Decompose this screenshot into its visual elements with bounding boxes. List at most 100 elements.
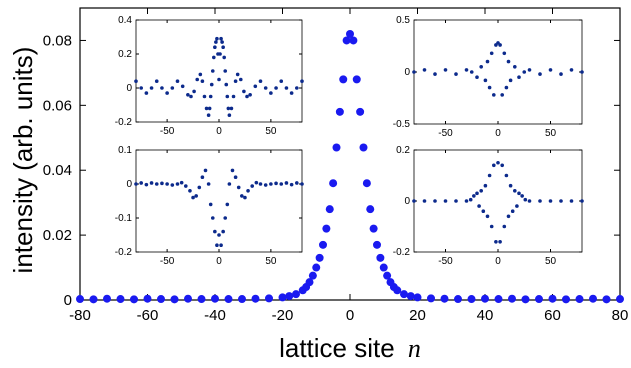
main-data-point <box>376 253 385 262</box>
main-data-point <box>292 290 300 299</box>
inset-bl-data-point <box>165 182 169 186</box>
inset-tr-y-tick-label: 0 <box>404 67 410 78</box>
inset-tr-data-point <box>527 68 532 72</box>
main-data-point <box>369 224 378 233</box>
inset-bl-data-point <box>284 181 289 185</box>
inset-bl-data-point <box>188 189 192 193</box>
main-data-point <box>170 295 179 304</box>
inset-br-data-point <box>475 191 479 196</box>
inset-br-y-tick-label: 0 <box>404 196 410 207</box>
main-data-point <box>103 294 111 303</box>
inset-bl-data-point <box>250 184 254 188</box>
inset-tl-data-point <box>195 77 200 82</box>
main-data-point <box>76 295 84 304</box>
inset-tl-frame <box>135 19 303 123</box>
inset-bl-data-point <box>269 182 273 186</box>
inset-tl-data-point <box>238 77 243 82</box>
inset-br-data-point <box>515 204 519 208</box>
main-x-tick-label: -80 <box>69 307 91 324</box>
inset-tl-data-point <box>204 106 209 111</box>
main-data-point <box>440 294 449 303</box>
inset-bl-data-point <box>134 182 138 186</box>
inset-bl-data-point <box>175 182 180 186</box>
inset-tr-data-point <box>433 72 437 76</box>
inset-tr-frame <box>413 19 583 125</box>
inset-bl-data-point <box>246 189 250 193</box>
inset-tl-data-point <box>208 94 213 99</box>
main-x-tick-label: -40 <box>204 307 226 324</box>
main-data-point <box>602 295 611 304</box>
inset-tl-data-point <box>139 86 143 90</box>
inset-br-data-point <box>479 189 484 193</box>
inset-tr-data-point <box>580 70 584 74</box>
main-y-tick-label: 0.04 <box>43 162 72 179</box>
main-y-tick-label: 0.06 <box>43 97 72 114</box>
x-axis-label: lattice site n <box>279 333 421 363</box>
inset-bl-data-point <box>221 229 225 234</box>
inset-br-data-point <box>496 160 500 165</box>
main-x-tick-label: -60 <box>137 307 159 324</box>
inset-br-data-point <box>485 214 490 219</box>
inset-tl-data-point <box>215 36 219 41</box>
inset-tl-data-point <box>279 79 284 83</box>
inset-tl-data-point <box>231 94 236 99</box>
inset-bl-data-point <box>154 182 159 186</box>
main-data-point <box>305 278 314 287</box>
main-data-point <box>342 36 351 45</box>
inset-br-data-point <box>508 183 513 188</box>
inset-br-data-point <box>523 197 528 202</box>
main-data-point <box>349 36 358 45</box>
main-data-point <box>116 295 125 304</box>
inset-tl-data-point <box>253 84 258 89</box>
main-data-point <box>356 107 365 116</box>
inset-bl-data-point <box>300 182 304 186</box>
main-x-tick-label: 20 <box>409 307 426 324</box>
main-data-point <box>224 295 233 304</box>
inset-bl-data-point <box>215 243 219 247</box>
main-data-point <box>238 295 246 304</box>
inset-bl-data-point <box>258 182 263 186</box>
inset-bl-data-point <box>206 182 211 186</box>
inset-tl-data-point <box>219 36 223 41</box>
inset-tl-data-point <box>235 72 240 77</box>
inset-br-data-point <box>559 199 563 203</box>
inset-tr-y-tick-label: 0.5 <box>396 15 410 26</box>
inset-bl-y-tick-label: -0.1 <box>115 213 133 224</box>
inset-tl-data-point <box>300 79 304 83</box>
inset-tl-data-point <box>274 86 278 90</box>
inset-bl-data-point <box>210 216 215 220</box>
inset-bl-data-point <box>149 181 154 185</box>
inset-bl-data-point <box>179 180 184 185</box>
inset-tl-data-point <box>214 40 218 44</box>
inset-bl-data-point <box>227 182 232 186</box>
inset-br-data-point <box>506 214 511 219</box>
inset-tl-x-tick-label: -50 <box>160 126 175 137</box>
inset-tl-y-tick-label: 0 <box>126 83 132 94</box>
inset-bl-data-point <box>289 182 294 187</box>
inset-bl-data-point <box>213 229 217 234</box>
inset-tl-data-point <box>258 79 263 83</box>
main-data-point <box>285 292 294 301</box>
inset-tl-data-point <box>149 86 154 90</box>
inset-tr-data-point <box>469 70 474 74</box>
inset-br-x-tick-label: -50 <box>438 256 453 267</box>
inset-br-data-point <box>500 163 505 168</box>
inset-bl-y-tick-label: 0.1 <box>118 145 132 156</box>
main-data-point <box>322 224 331 233</box>
inset-tl-data-point <box>160 86 164 90</box>
main-data-point <box>130 295 138 304</box>
inset-tl-data-point <box>269 91 273 95</box>
inset-tl-data-point <box>227 113 232 117</box>
inset-bl-data-point <box>233 175 238 179</box>
inset-tl-data-point <box>165 91 169 95</box>
main-data-point <box>481 294 489 303</box>
inset-br-data-point <box>502 224 507 229</box>
inset-tl-data-point <box>212 55 216 60</box>
inset-tr-data-point <box>504 85 509 90</box>
inset-bl-data-point <box>170 183 175 187</box>
inset-tr-data-point <box>522 70 527 74</box>
inset-top-left: -50 0 50 -0.2 0 0.2 0.4 <box>115 15 304 137</box>
inset-br-data-point <box>538 199 542 203</box>
main-data-point <box>157 295 165 304</box>
